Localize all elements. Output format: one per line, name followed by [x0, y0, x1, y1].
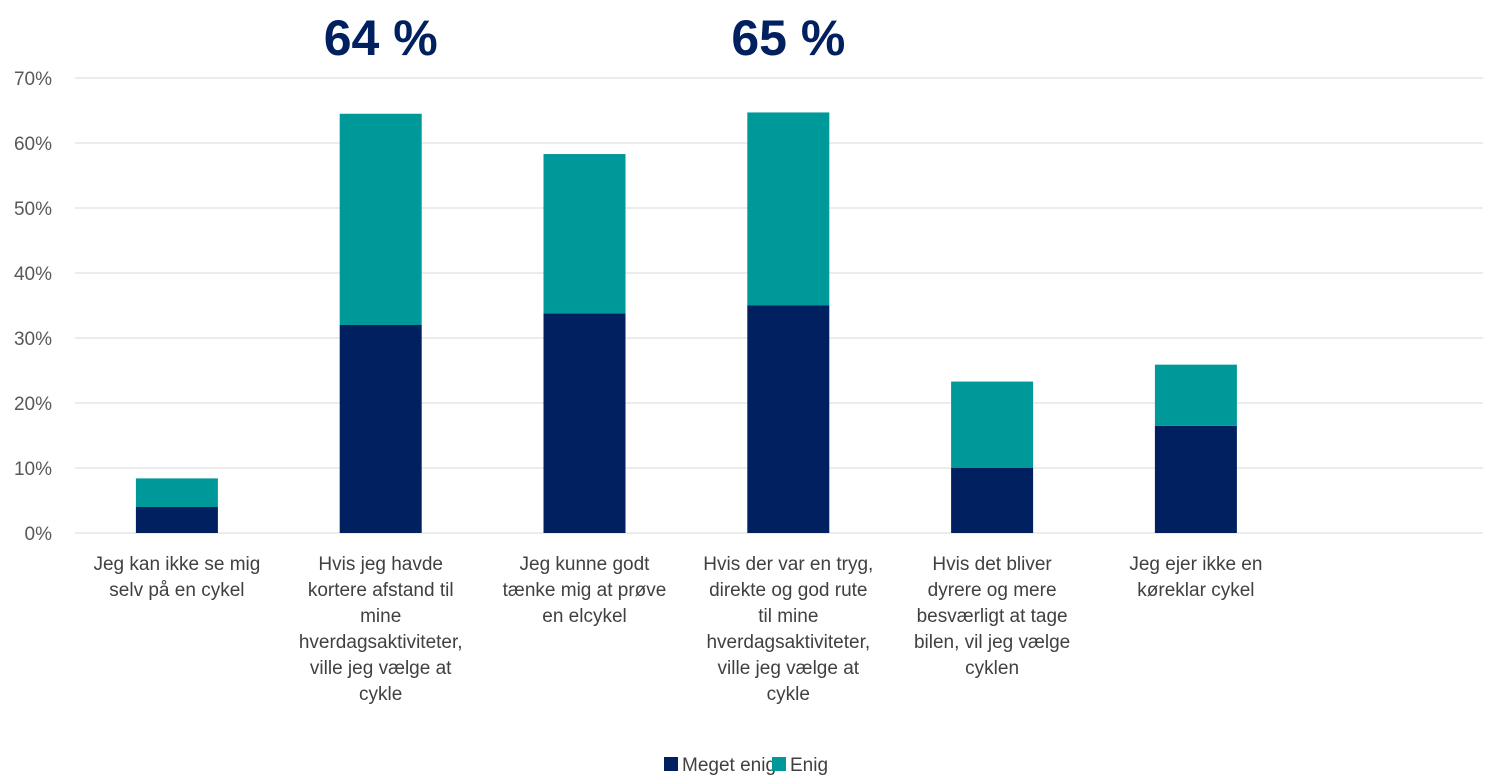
y-tick-label: 10%	[14, 459, 52, 480]
y-tick-label: 70%	[14, 69, 52, 90]
y-axis-tick-labels: 0% 10% 20% 30% 40% 50% 60% 70%	[14, 69, 52, 545]
legend-label: Meget enig	[682, 755, 776, 775]
category-labels: Jeg kan ikke se mig selv på en cykel Hvis …	[93, 554, 1262, 705]
category-label: cykle	[359, 684, 402, 705]
category-label: selv på en cykel	[109, 580, 244, 601]
y-tick-label: 0%	[25, 524, 53, 545]
category-label: hverdagsaktiviteter,	[706, 632, 870, 653]
bar-meget-enig	[1154, 425, 1237, 533]
category-label: tænke mig at prøve	[503, 580, 667, 601]
bar-enig	[543, 154, 626, 314]
category-label: bilen, vil jeg vælge	[914, 632, 1070, 653]
category-label: Jeg ejer ikke en	[1129, 554, 1262, 575]
category-label: Hvis jeg havde	[318, 554, 443, 575]
category-label: cyklen	[965, 658, 1019, 679]
category-label: ville jeg vælge at	[718, 658, 860, 679]
y-tick-label: 20%	[14, 394, 52, 415]
bar-enig	[135, 478, 218, 507]
y-tick-label: 30%	[14, 329, 52, 350]
category-label: køreklar cykel	[1137, 580, 1254, 601]
category-label: Jeg kunne godt	[520, 554, 651, 575]
bar-meget-enig	[135, 507, 218, 533]
bar-enig	[747, 112, 830, 306]
bar-meget-enig	[543, 313, 626, 533]
bars	[135, 112, 1237, 533]
legend-label: Enig	[790, 755, 828, 775]
category-label: Hvis det bliver	[932, 554, 1052, 575]
category-label: kortere afstand til	[308, 580, 454, 601]
bar-meget-enig	[339, 325, 422, 533]
category-label: besværligt at tage	[917, 606, 1068, 627]
y-tick-label: 60%	[14, 134, 52, 155]
legend: Meget enig Enig	[664, 755, 828, 775]
category-label: mine	[360, 606, 401, 627]
category-label: cykle	[767, 684, 810, 705]
category-label: til mine	[758, 606, 818, 627]
category-label: hverdagsaktiviteter,	[299, 632, 463, 653]
bar-enig	[951, 381, 1034, 468]
category-label: ville jeg vælge at	[310, 658, 452, 679]
category-label: en elcykel	[542, 606, 627, 627]
category-label: direkte og god rute	[709, 580, 867, 601]
bar-meget-enig	[951, 468, 1034, 533]
legend-swatch	[664, 757, 678, 771]
category-label: dyrere og mere	[928, 580, 1057, 601]
legend-swatch	[772, 757, 786, 771]
highlight-percentage: 64 %	[324, 10, 438, 66]
category-label: Hvis der var en tryg,	[703, 554, 873, 575]
y-tick-label: 40%	[14, 264, 52, 285]
highlight-percentage: 65 %	[731, 10, 845, 66]
category-label: Jeg kan ikke se mig	[93, 554, 260, 575]
bar-enig	[339, 113, 422, 325]
bar-enig	[1154, 364, 1237, 426]
y-tick-label: 50%	[14, 199, 52, 220]
bar-meget-enig	[747, 305, 830, 533]
highlight-annotations: 64 % 65 %	[324, 10, 846, 66]
